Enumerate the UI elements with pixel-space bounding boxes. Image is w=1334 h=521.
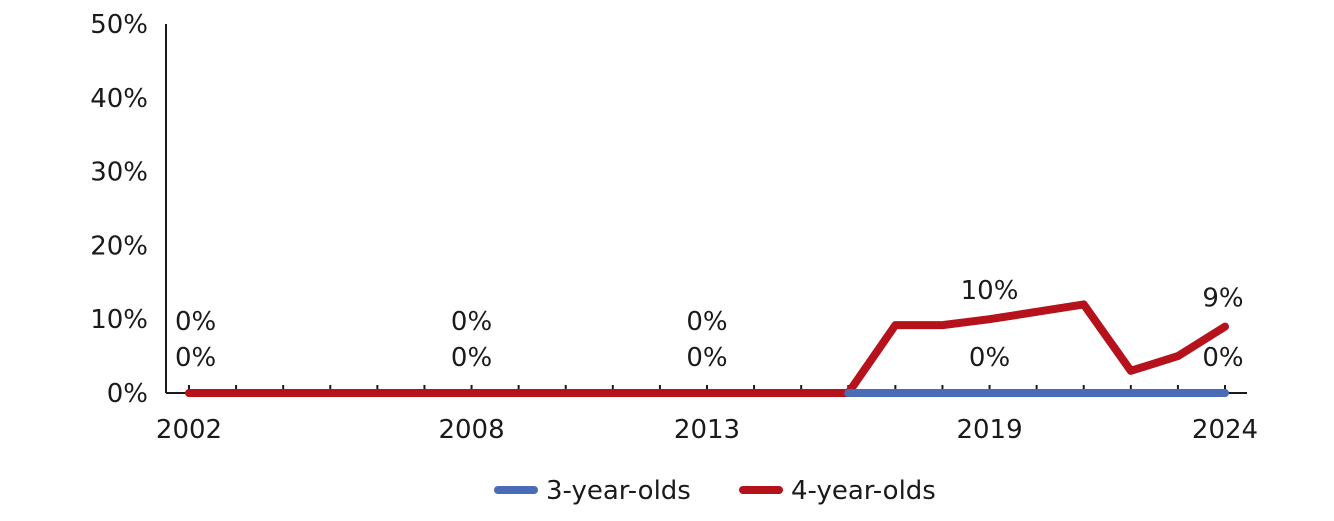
data-label: 0% <box>451 307 492 337</box>
x-tick-label: 2024 <box>1192 415 1258 445</box>
data-label: 10% <box>961 276 1019 306</box>
y-tick-label: 50% <box>90 10 148 40</box>
x-axis-tick-labels: 2002 2008 2013 2019 2024 <box>156 415 1258 445</box>
legend-label: 3-year-olds <box>546 476 691 506</box>
y-tick-label: 30% <box>90 158 148 188</box>
x-tick-label: 2013 <box>674 415 740 445</box>
y-tick-label: 20% <box>90 231 148 261</box>
y-tick-label: 40% <box>90 84 148 114</box>
data-labels: 0% 0% 0% 0% 0% 0% 10% 0% 9% 0% <box>175 276 1244 373</box>
y-axis-tick-labels: 0% 10% 20% 30% 40% 50% <box>90 10 148 409</box>
data-label: 0% <box>969 343 1010 373</box>
data-label: 0% <box>175 307 216 337</box>
y-tick-label: 0% <box>107 379 148 409</box>
series-lines <box>185 300 1229 397</box>
data-label: 0% <box>175 343 216 373</box>
data-label: 0% <box>1202 343 1243 373</box>
x-tick-label: 2019 <box>956 415 1022 445</box>
legend-label: 4-year-olds <box>791 476 936 506</box>
data-label: 9% <box>1202 284 1243 314</box>
x-tick-label: 2002 <box>156 415 222 445</box>
x-tick-label: 2008 <box>438 415 504 445</box>
series-line-4-year-olds <box>185 300 1229 397</box>
data-label: 0% <box>451 343 492 373</box>
y-tick-label: 10% <box>90 305 148 335</box>
data-label: 0% <box>686 343 727 373</box>
legend: 3-year-olds 4-year-olds <box>494 476 936 506</box>
chart-axes <box>165 24 1247 394</box>
data-label: 0% <box>686 307 727 337</box>
